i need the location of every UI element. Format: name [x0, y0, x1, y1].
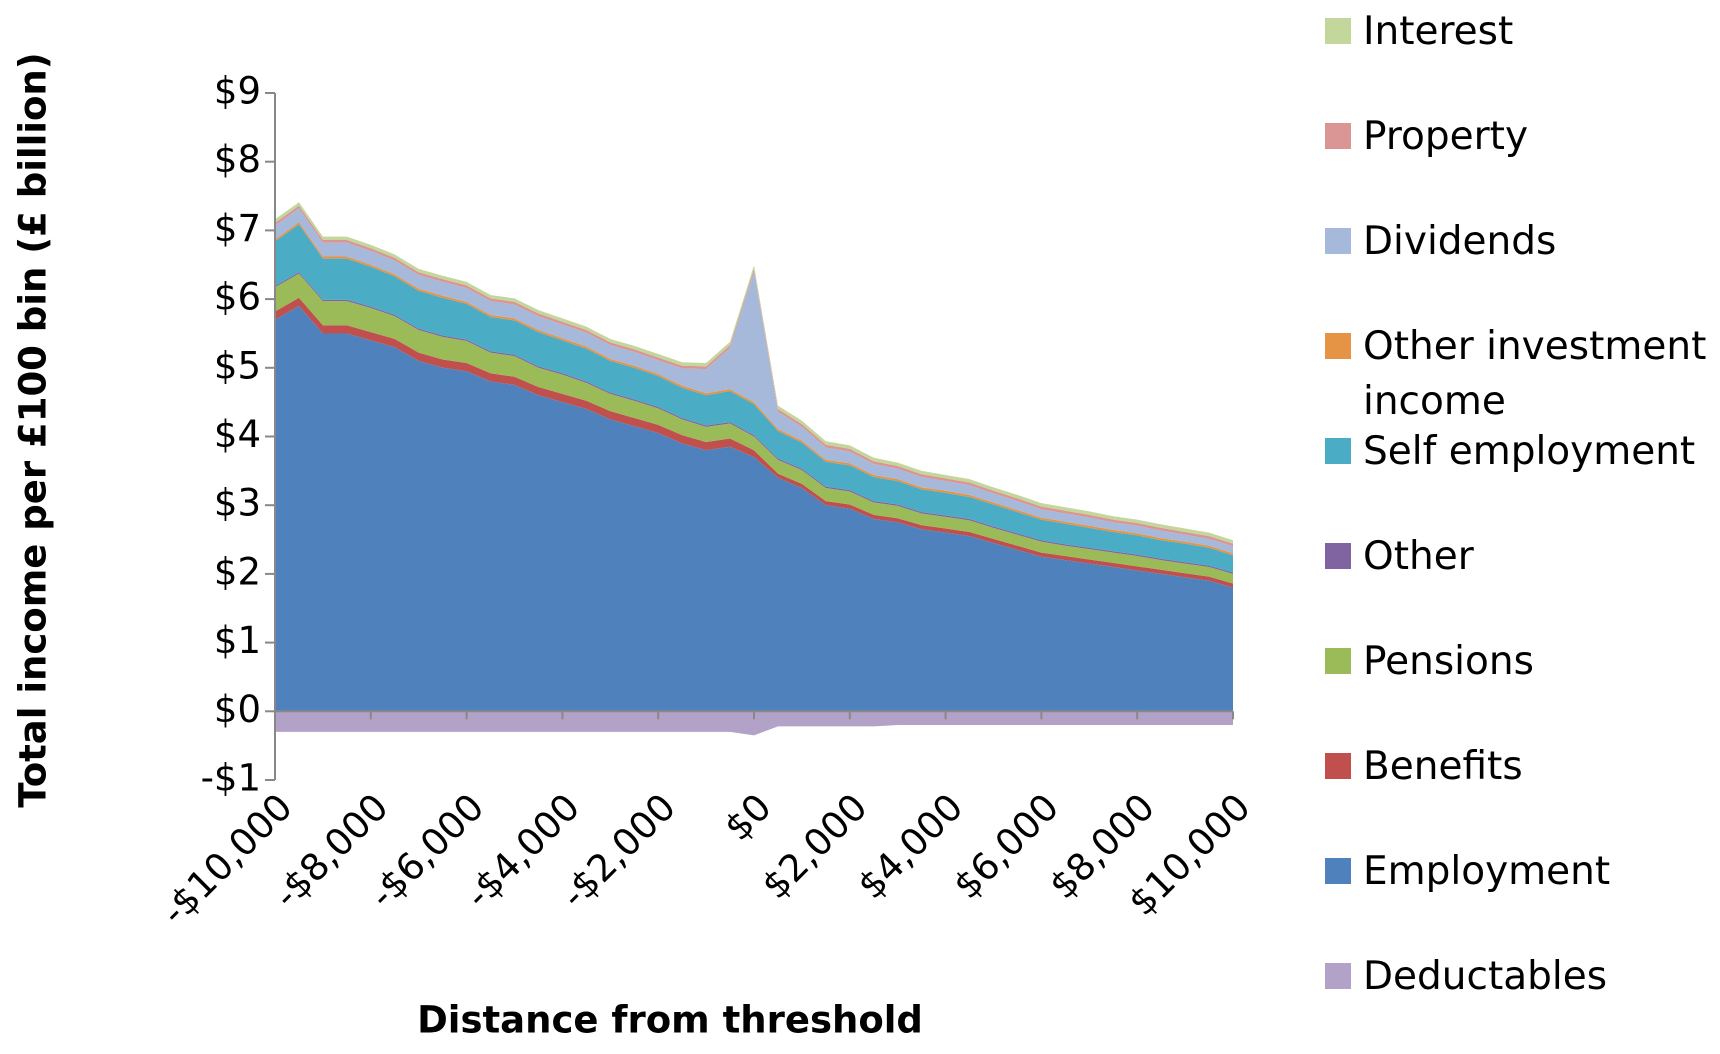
legend-swatch	[1325, 18, 1351, 44]
y-tick-label: $6	[214, 276, 261, 319]
legend-item: Dividends	[1325, 214, 1715, 319]
legend-item: Employment	[1325, 844, 1715, 949]
area	[275, 224, 1233, 573]
legend-label: Pensions	[1363, 639, 1534, 684]
legend-label: Deductables	[1363, 954, 1608, 999]
y-tick-label: $4	[214, 413, 261, 456]
legend-swatch	[1325, 333, 1351, 359]
y-tick-label: $8	[214, 138, 261, 181]
legend-label: Interest	[1363, 9, 1514, 54]
x-axis-label: Distance from threshold	[417, 999, 923, 1042]
area	[275, 711, 1233, 736]
y-tick-label: -$1	[201, 757, 261, 800]
legend-label: Other investment income	[1363, 324, 1707, 424]
legend-swatch	[1325, 228, 1351, 254]
legend-label: Benefits	[1363, 744, 1523, 789]
legend-swatch	[1325, 963, 1351, 989]
y-tick-label: $9	[214, 70, 261, 113]
x-tick-label: -$10,000	[153, 785, 301, 933]
legend-label: Dividends	[1363, 219, 1557, 264]
legend-item: Other	[1325, 529, 1715, 634]
legend-item: Benefits	[1325, 739, 1715, 844]
legend-item: Pensions	[1325, 634, 1715, 739]
area	[275, 305, 1233, 712]
legend-swatch	[1325, 648, 1351, 674]
legend-item: Interest	[1325, 4, 1715, 109]
legend-swatch	[1325, 123, 1351, 149]
legend-swatch	[1325, 438, 1351, 464]
area	[275, 208, 1233, 554]
legend-item: Other investment income	[1325, 319, 1715, 424]
y-tick-label: $1	[214, 619, 261, 662]
x-tick-label: $6,000	[945, 785, 1067, 907]
legend-swatch	[1325, 543, 1351, 569]
legend-swatch	[1325, 858, 1351, 884]
legend-label: Self employment	[1363, 429, 1696, 474]
y-tick-label: $0	[214, 688, 261, 731]
y-tick-label: $5	[214, 344, 261, 387]
y-tick-label: $3	[214, 482, 261, 525]
y-axis-label: Total income per £100 bin (£ billion)	[12, 52, 55, 807]
y-tick-label: $7	[214, 207, 261, 250]
legend: Interest Property Dividends Other investmen…	[1325, 4, 1715, 1054]
x-tick-label: $0	[716, 785, 780, 849]
y-tick-label: $2	[214, 550, 261, 593]
x-tick-label: $2,000	[754, 785, 876, 907]
legend-swatch	[1325, 753, 1351, 779]
legend-item: Deductables	[1325, 949, 1715, 1054]
legend-label: Property	[1363, 114, 1529, 159]
legend-item: Property	[1325, 109, 1715, 214]
legend-item: Self employment	[1325, 424, 1715, 529]
chart: Total income per £100 bin (£ billion) Di…	[12, 52, 1259, 1042]
legend-label: Other	[1363, 534, 1474, 579]
legend-label: Employment	[1363, 849, 1611, 894]
x-tick-label: $4,000	[849, 785, 971, 907]
